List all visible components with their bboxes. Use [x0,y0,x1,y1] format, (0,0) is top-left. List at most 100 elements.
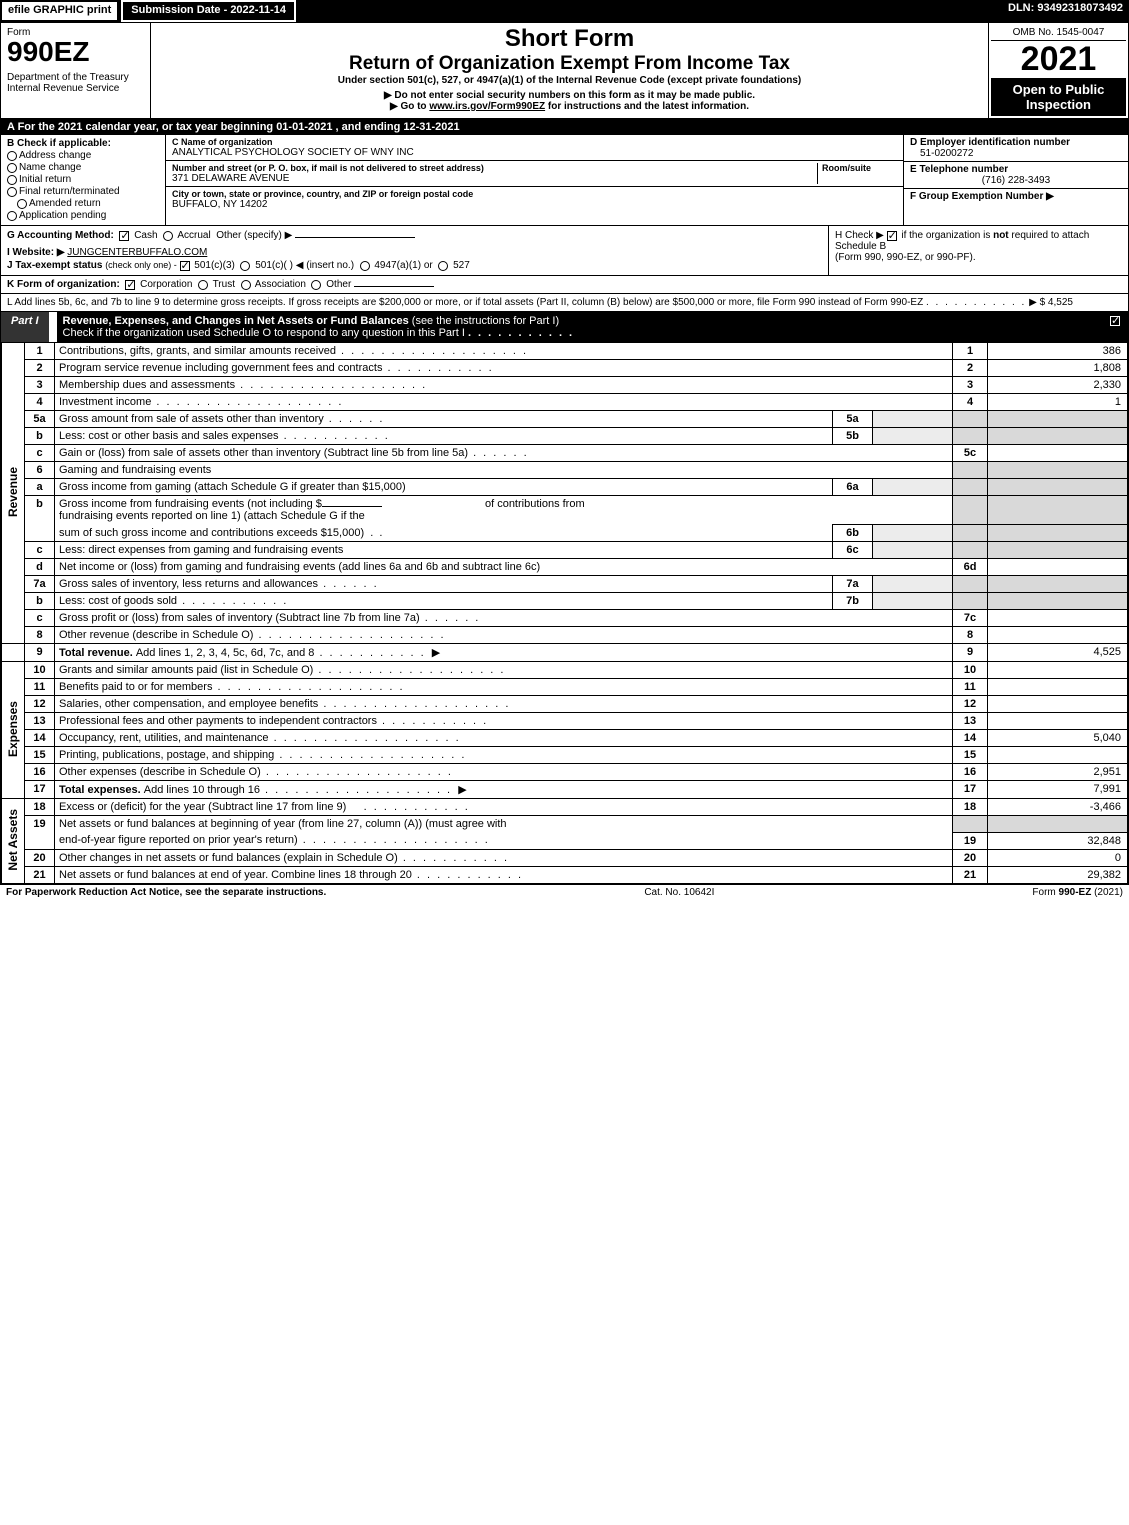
part-i-tab: Part I [1,312,57,342]
cb-initial-return[interactable] [7,175,17,185]
cb-501c3[interactable] [180,261,190,271]
cb-amended-return[interactable] [17,199,27,209]
side-revenue: Revenue [6,467,20,517]
line-8: 8 Other revenue (describe in Schedule O)… [2,627,1128,644]
open-to-public: Open to Public Inspection [991,78,1126,116]
line-16: 16 Other expenses (describe in Schedule … [2,764,1128,781]
b-label: B Check if applicable: [7,138,159,149]
g-label: G Accounting Method: [7,230,114,241]
line-12: 12 Salaries, other compensation, and emp… [2,696,1128,713]
line-6d: d Net income or (loss) from gaming and f… [2,559,1128,576]
dept-treasury: Department of the Treasury [7,72,144,83]
cb-cash[interactable] [119,231,129,241]
line-1: Revenue 1 Contributions, gifts, grants, … [2,343,1128,360]
lbl-address-change: Address change [19,150,91,161]
cb-527[interactable] [438,261,448,271]
page-footer: For Paperwork Reduction Act Notice, see … [0,885,1129,900]
line-5c: c Gain or (loss) from sale of assets oth… [2,445,1128,462]
print-button[interactable]: efile GRAPHIC print [0,0,119,22]
part-i-title: Revenue, Expenses, and Changes in Net As… [63,315,412,327]
dept-irs: Internal Revenue Service [7,83,144,94]
cb-application-pending[interactable] [7,211,17,221]
row-k: K Form of organization: Corporation Trus… [1,276,1128,294]
line-11: 11 Benefits paid to or for members 11 [2,679,1128,696]
under-section: Under section 501(c), 527, or 4947(a)(1)… [157,75,982,86]
line-13: 13 Professional fees and other payments … [2,713,1128,730]
part-i-header: Part I Revenue, Expenses, and Changes in… [1,312,1128,342]
cb-association[interactable] [241,280,251,290]
row-g-h: G Accounting Method: Cash Accrual Other … [1,226,1128,276]
lbl-corporation: Corporation [140,279,192,290]
lbl-4947: 4947(a)(1) or [374,260,432,271]
submission-date: Submission Date - 2022-11-14 [121,0,296,22]
addr-label: Number and street (or P. O. box, if mail… [172,163,817,173]
line-6c: c Less: direct expenses from gaming and … [2,542,1128,559]
website-value[interactable]: JUNGCENTERBUFFALO.COM [67,247,207,258]
other-org-field[interactable] [354,286,434,287]
form-subtitle: Return of Organization Exempt From Incom… [157,53,982,75]
cat-no: Cat. No. 10642I [326,887,1032,898]
form-header: Form 990EZ Department of the Treasury In… [1,23,1128,119]
city-label: City or town, state or province, country… [172,189,897,199]
line-2: 2 Program service revenue including gove… [2,360,1128,377]
f-group-label: F Group Exemption Number ▶ [910,191,1122,202]
lbl-501c3: 501(c)(3) [194,260,235,271]
cb-schedule-o[interactable] [1110,316,1120,326]
cb-corporation[interactable] [125,280,135,290]
dln: DLN: 93492318073492 [1002,0,1129,22]
form-frame: Form 990EZ Department of the Treasury In… [0,22,1129,885]
cb-accrual[interactable] [163,231,173,241]
ein: 51-0200272 [910,148,1122,159]
cb-final-return[interactable] [7,187,17,197]
line-17: 17 Total expenses. Add lines 10 through … [2,781,1128,799]
topbar: efile GRAPHIC print Submission Date - 20… [0,0,1129,22]
telephone: (716) 228-3493 [910,175,1122,186]
row-l: L Add lines 5b, 6c, and 7b to line 9 to … [1,294,1128,312]
line-6a: a Gross income from gaming (attach Sched… [2,479,1128,496]
cb-501c[interactable] [240,261,250,271]
section-b-c-d: B Check if applicable: Address change Na… [1,135,1128,226]
org-name: ANALYTICAL PSYCHOLOGY SOCIETY OF WNY INC [172,147,897,158]
h-text2: if the organization is [901,230,993,241]
lbl-final-return: Final return/terminated [19,186,120,197]
goto-pre: ▶ Go to [390,101,429,112]
line-6b-cont: sum of such gross income and contributio… [2,525,1128,542]
k-label: K Form of organization: [7,279,120,290]
c-name-label: C Name of organization [172,137,897,147]
j-label: J Tax-exempt status [7,260,102,271]
line-10: Expenses 10 Grants and similar amounts p… [2,662,1128,679]
cb-address-change[interactable] [7,151,17,161]
h-not: not [993,230,1009,241]
cb-h-check[interactable] [887,231,897,241]
row-a-calendar-year: A For the 2021 calendar year, or tax yea… [1,119,1128,135]
lbl-527: 527 [453,260,470,271]
h-text1: H Check ▶ [835,230,887,241]
lbl-amended-return: Amended return [29,198,101,209]
h-text4: (Form 990, 990-EZ, or 990-PF). [835,252,976,263]
lbl-501c: 501(c)( ) ◀ (insert no.) [255,260,354,271]
line-6b: b Gross income from fundraising events (… [2,496,1128,525]
lbl-cash: Cash [134,230,157,241]
line-19: 19 Net assets or fund balances at beginn… [2,816,1128,833]
lbl-name-change: Name change [19,162,81,173]
form-ref: Form 990-EZ (2021) [1032,887,1123,898]
paperwork-notice: For Paperwork Reduction Act Notice, see … [6,887,326,898]
line-7b: b Less: cost of goods sold 7b [2,593,1128,610]
line-6: 6 Gaming and fundraising events [2,462,1128,479]
lbl-association: Association [255,279,306,290]
irs-link[interactable]: www.irs.gov/Form990EZ [429,101,545,112]
lbl-trust: Trust [213,279,235,290]
l-arrow: ▶ $ [1029,297,1048,308]
omb-number: OMB No. 1545-0047 [991,25,1126,41]
d-ein-label: D Employer identification number [910,137,1122,148]
cb-other-org[interactable] [311,280,321,290]
line-3: 3 Membership dues and assessments 32,330 [2,377,1128,394]
line-5b: b Less: cost or other basis and sales ex… [2,428,1128,445]
other-method-field[interactable] [295,237,415,238]
lbl-initial-return: Initial return [19,174,71,185]
cb-4947[interactable] [360,261,370,271]
line-9: 9 Total revenue. Add lines 1, 2, 3, 4, 5… [2,644,1128,662]
side-expenses: Expenses [6,701,20,757]
cb-trust[interactable] [198,280,208,290]
cb-name-change[interactable] [7,163,17,173]
